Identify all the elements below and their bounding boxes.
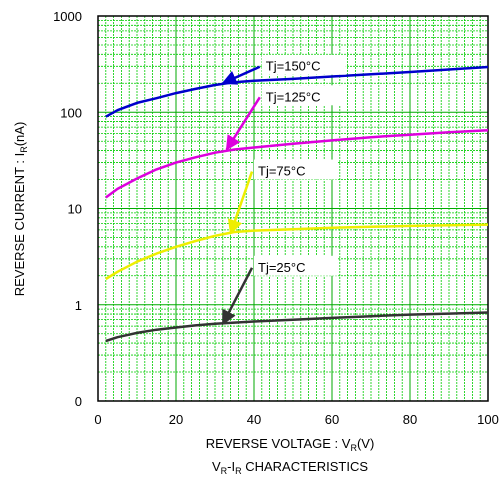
y-tick-label: 10 [68,202,82,217]
y-axis-title-main: REVERSE CURRENT : I [12,153,27,297]
x-axis-title-sub: R [350,443,357,453]
series-label-bg [254,255,338,276]
series-arrow [227,171,254,235]
y-tick-label: 0 [75,394,82,409]
x-axis-title-end: (V) [357,436,374,451]
chart-title-v-sub: R [221,466,228,476]
x-tick-label: 100 [477,412,499,427]
series-annotations: Tj=150°C Tj=125°C Tj=75°C Tj=25°C [221,54,346,326]
y-tick-label: 100 [60,105,82,120]
series-label: Tj=125°C [266,89,321,104]
y-tick-label: 1000 [53,9,82,24]
x-tick-label: 60 [325,412,339,427]
y-axis-title-end: (nA) [12,122,27,147]
y-axis-title: REVERSE CURRENT : IR(nA) [12,122,29,297]
series-label-bg [261,85,346,106]
y-axis-title-sub: R [19,146,29,153]
x-axis-title-main: REVERSE VOLTAGE : V [206,436,351,451]
chart-title-rest: CHARACTERISTICS [242,459,369,474]
series-label-bg [261,54,346,75]
chart-title-i-sub: R [235,466,242,476]
x-tick-label: 40 [247,412,261,427]
series-label: Tj=25°C [258,260,305,275]
series-arrow [221,65,261,85]
series-label: Tj=150°C [266,59,321,74]
x-tick-label: 80 [403,412,417,427]
chart-title-v: V [212,459,221,474]
y-tick-label: 1 [75,298,82,313]
chart-title: VR-IR CHARACTERISTICS [212,459,368,476]
series-line [105,311,489,343]
x-tick-label: 20 [169,412,183,427]
x-axis-title: REVERSE VOLTAGE : VR(V) [206,436,375,453]
chart-title-sep: -I [227,459,235,474]
chart-series [105,65,489,343]
series-arrow [221,267,254,326]
series-label-bg [254,159,338,180]
plot-frame [97,15,489,402]
chart-grid [97,16,489,402]
series-label: Tj=75°C [258,164,305,179]
series-arrow [225,96,261,151]
x-tick-label: 0 [94,412,101,427]
